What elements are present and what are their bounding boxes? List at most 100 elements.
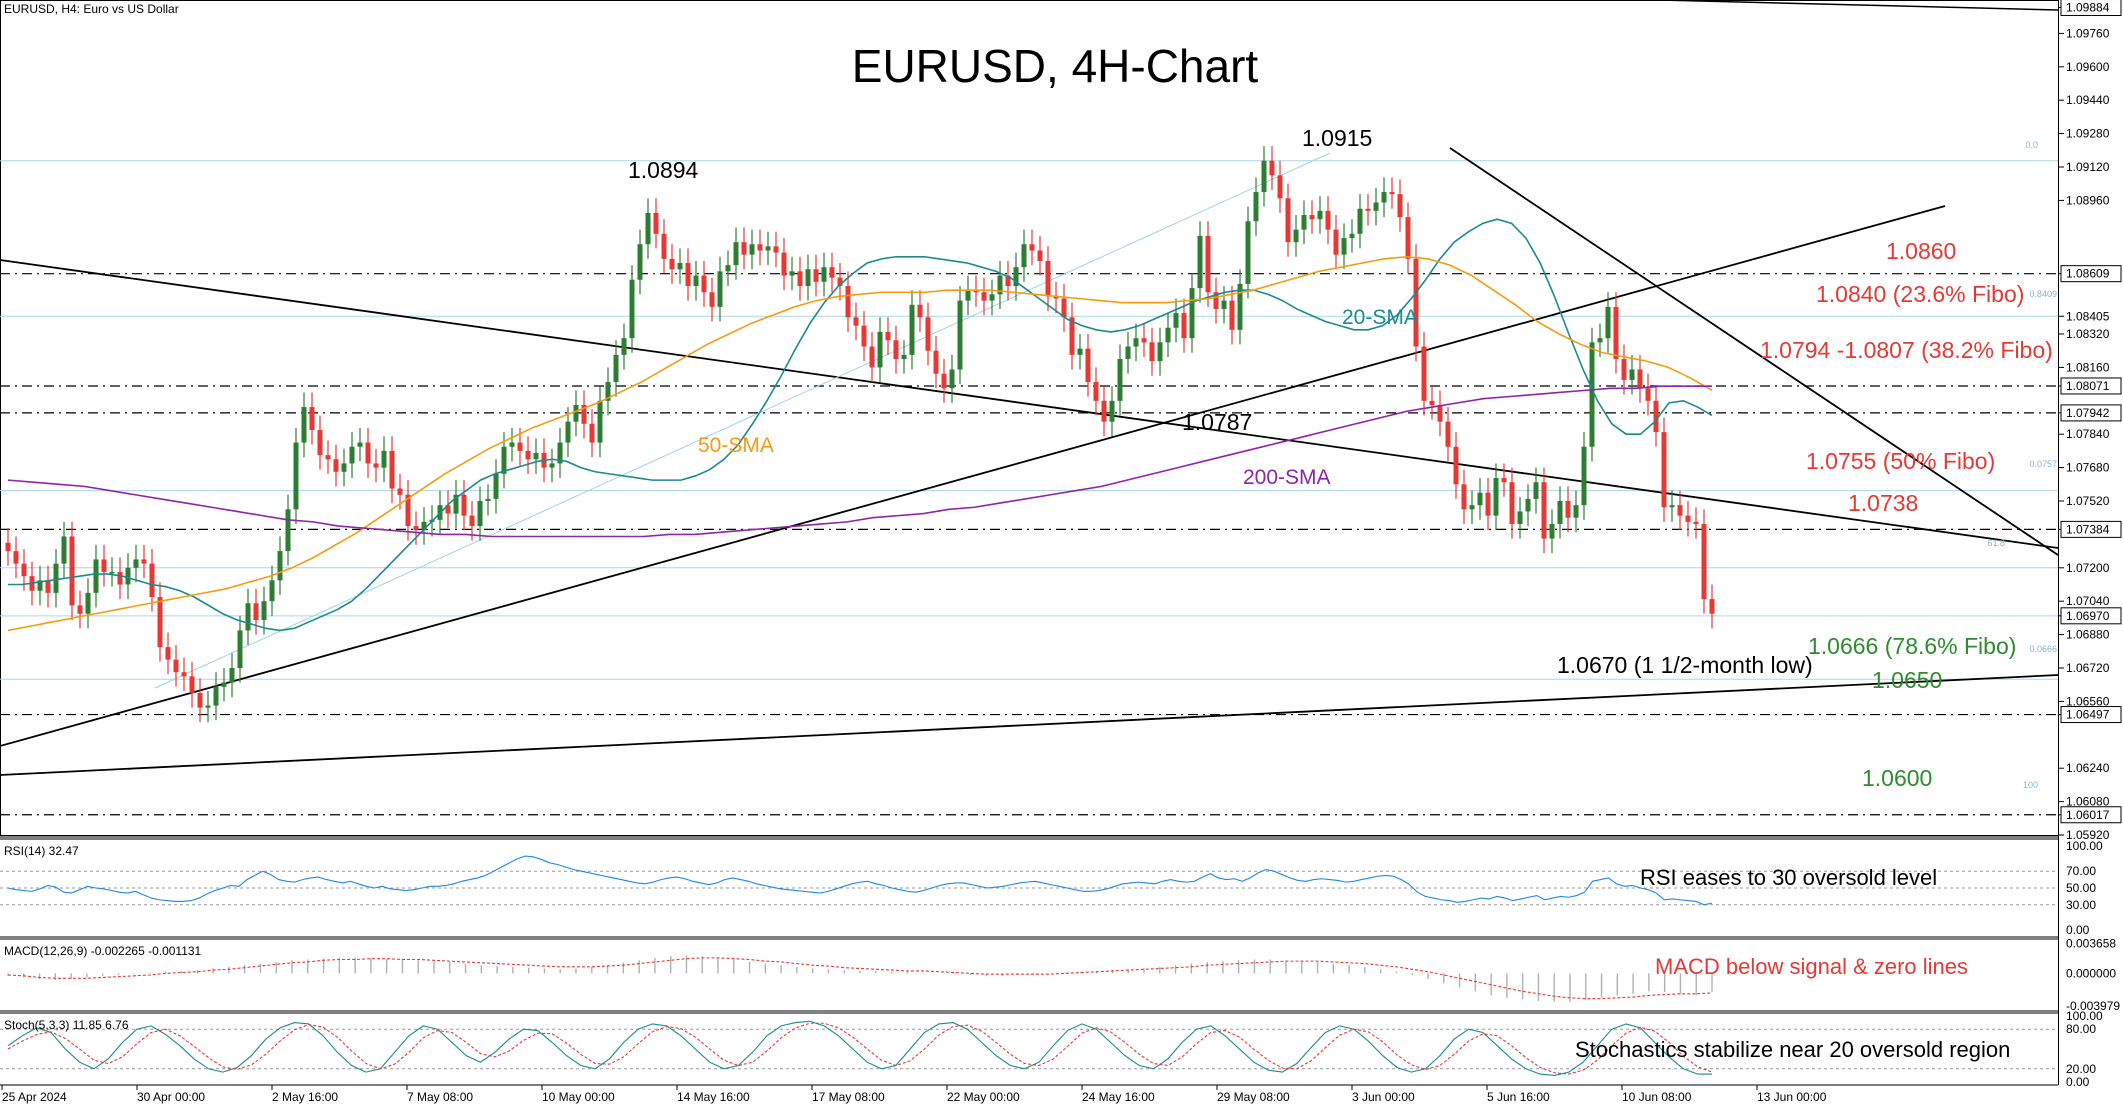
candle-body <box>1037 250 1043 261</box>
candle-body <box>1133 338 1139 347</box>
candle-body <box>1557 501 1563 524</box>
candle-body <box>653 212 659 234</box>
candle-body <box>389 450 395 489</box>
candle-body <box>1173 313 1179 328</box>
sma-line <box>7 255 1713 632</box>
price-tick-label: 1.08609 <box>2066 267 2110 281</box>
price-tick-label: 1.08071 <box>2066 379 2110 393</box>
candle-body <box>1525 498 1531 512</box>
rsi-tick-label: 70.00 <box>2066 864 2096 878</box>
macd-signal-line <box>7 957 1713 1000</box>
candle-body <box>661 233 667 259</box>
candle-body <box>813 269 819 282</box>
candle-body <box>1573 505 1579 518</box>
annotation-low-month: 1.0670 (1 1/2-month low) <box>1557 652 1813 678</box>
candle-body <box>1485 492 1491 516</box>
time-tick-label: 30 Apr 00:00 <box>137 1090 205 1104</box>
price-tick-box <box>2060 806 2122 824</box>
time-tick-label: 3 Jun 00:00 <box>1352 1090 1415 1104</box>
candle-body <box>1589 342 1595 447</box>
macd-tick-label: -0.003979 <box>2066 999 2120 1013</box>
candle-body <box>1677 505 1683 516</box>
candle-body <box>1189 288 1195 339</box>
candle-body <box>1701 523 1707 600</box>
candle-body <box>725 265 731 272</box>
panel-frames <box>0 0 2059 1086</box>
candle-body <box>1613 306 1619 360</box>
candle-body <box>1229 300 1235 330</box>
candle-body <box>365 442 371 464</box>
fibo-base-line <box>154 152 1331 689</box>
candle-body <box>853 317 859 326</box>
candle-body <box>717 271 723 307</box>
candle-body <box>1197 235 1203 289</box>
price-tick-label: 1.06560 <box>2066 694 2110 708</box>
candle-body <box>965 290 971 301</box>
candle-body <box>1397 194 1403 218</box>
candle-body <box>1085 348 1091 383</box>
price-tick-label: 1.07942 <box>2066 406 2110 420</box>
candle-body <box>1413 258 1419 347</box>
candle-body <box>165 647 171 660</box>
candle-body <box>1341 237 1347 255</box>
candle-body <box>53 563 59 593</box>
rsi-title: RSI(14) 32.47 <box>4 844 79 858</box>
candle-body <box>1629 369 1635 380</box>
candle-body <box>253 603 259 620</box>
candle-body <box>1477 492 1483 506</box>
candle-body <box>397 488 403 495</box>
candle-body <box>1165 327 1171 343</box>
candle-body <box>949 369 955 389</box>
candle-body <box>1157 342 1163 362</box>
candle-body <box>61 536 67 564</box>
macd-panel: 0.003658 0.000000 -0.003979 <box>7 937 2120 1013</box>
price-tick-label: 1.07040 <box>2066 594 2110 608</box>
candle-body <box>1509 482 1515 524</box>
fibo-label-236: 0.8409 <box>2029 289 2057 299</box>
stoch-tick-label: 80.00 <box>2066 1022 2096 1036</box>
candle-body <box>1013 267 1019 286</box>
stoch-tick-label: 0.00 <box>2066 1075 2090 1089</box>
annotation-1650: 1.0650 <box>1872 667 1942 693</box>
candle-body <box>325 455 331 460</box>
candle-body <box>285 509 291 552</box>
candle-body <box>1325 210 1331 230</box>
candle-body <box>885 331 891 341</box>
annotation-fibo-236: 1.0840 (23.6% Fibo) <box>1816 281 2024 307</box>
candle-body <box>1365 208 1371 211</box>
candle-body <box>1309 215 1315 220</box>
candle-body <box>5 542 11 552</box>
candle-body <box>1373 202 1379 211</box>
resistance-trendline-top <box>1659 0 2059 11</box>
candle-body <box>837 277 843 286</box>
price-tick-label: 1.06017 <box>2066 808 2110 822</box>
candle-body <box>181 672 187 677</box>
candle-body <box>789 271 795 276</box>
candle-body <box>45 580 51 593</box>
candle-body <box>1101 400 1107 422</box>
candle-body <box>693 275 699 286</box>
fibo-label-50: 0.0757 <box>2029 459 2057 469</box>
candle-body <box>1077 348 1083 355</box>
candle-body <box>1269 160 1275 176</box>
candlesticks <box>5 146 1715 723</box>
candle-body <box>709 292 715 307</box>
candle-body <box>525 450 531 460</box>
candle-body <box>405 494 411 527</box>
annotation-fibo-50: 1.0755 (50% Fibo) <box>1806 448 1995 474</box>
candle-body <box>445 505 451 514</box>
candle-body <box>93 559 99 593</box>
candle-body <box>805 269 811 286</box>
candle-body <box>469 515 475 527</box>
candle-body <box>1245 221 1251 284</box>
candle-body <box>1221 300 1227 309</box>
candle-body <box>901 354 907 360</box>
candle-body <box>845 285 851 318</box>
candle-body <box>1621 359 1627 380</box>
candle-body <box>1181 313 1187 339</box>
time-tick-label: 5 Jun 16:00 <box>1487 1090 1550 1104</box>
candle-body <box>373 463 379 468</box>
candle-body <box>1693 521 1699 524</box>
stoch-tick-label: 20.00 <box>2066 1062 2096 1076</box>
annotation-1738: 1.0738 <box>1848 490 1918 516</box>
